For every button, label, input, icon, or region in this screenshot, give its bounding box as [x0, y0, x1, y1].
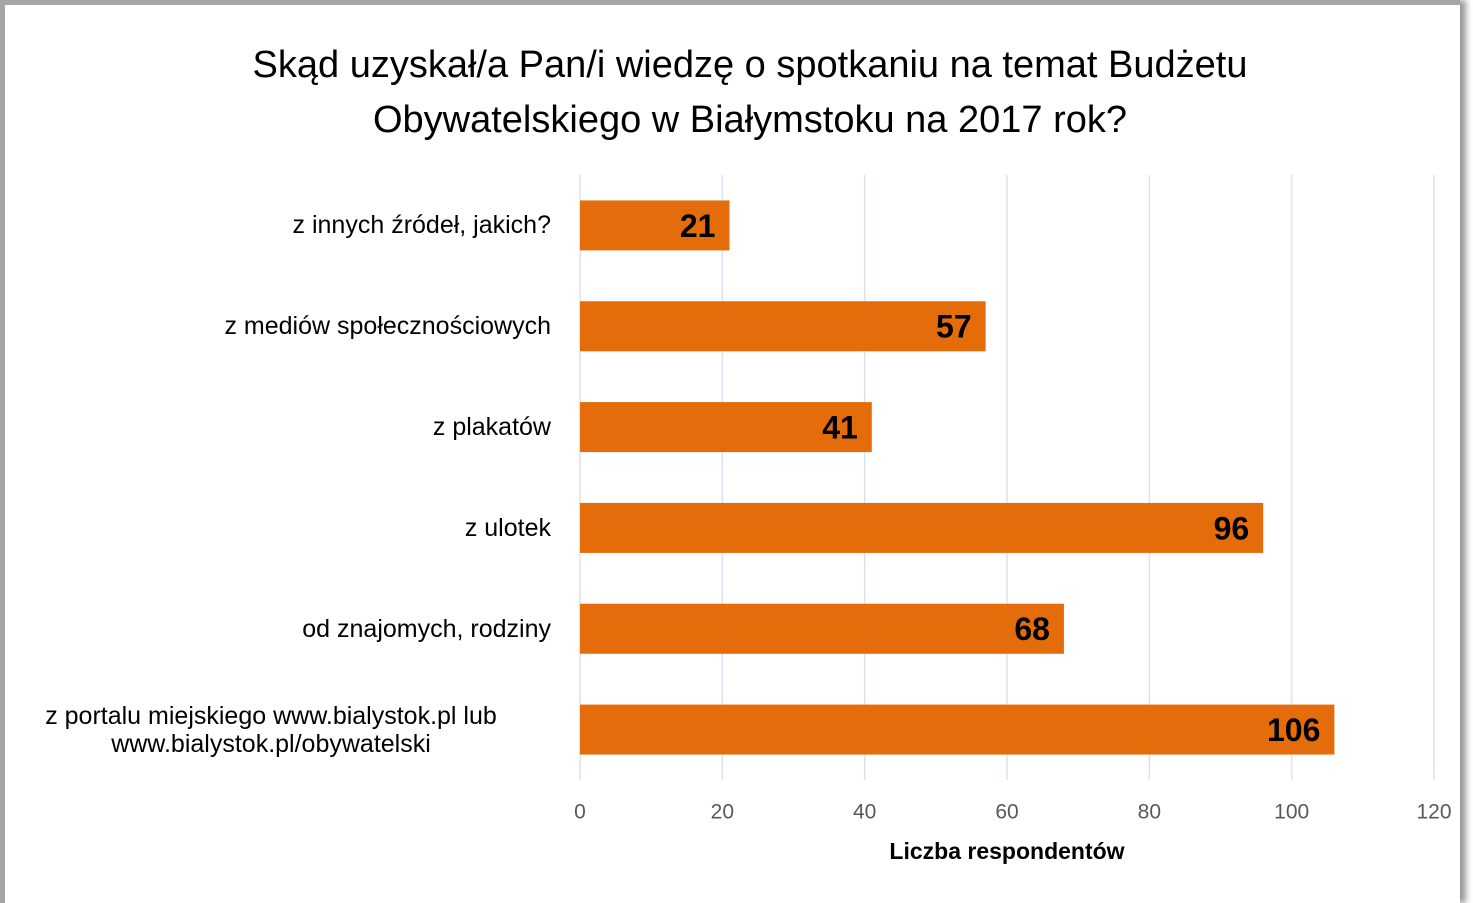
y-tick-label: z ulotek	[0, 514, 551, 542]
data-label: 21	[680, 208, 716, 244]
chart-title: Skąd uzyskał/a Pan/i wiedzę o spotkaniu …	[252, 44, 1248, 141]
data-label: 106	[1267, 712, 1320, 748]
bar	[580, 402, 872, 453]
y-tick-label: z portalu miejskiego www.bialystok.pl lu…	[0, 702, 551, 758]
x-tick-label: 100	[1274, 801, 1309, 824]
y-tick-label: od znajomych, rodziny	[0, 615, 551, 643]
y-tick-label: z mediów społecznościowych	[0, 312, 551, 340]
y-tick-text: od znajomych, rodziny	[302, 614, 551, 643]
data-label: 96	[1214, 510, 1250, 546]
data-label: 68	[1014, 611, 1050, 647]
y-tick-label: z plakatów	[0, 413, 551, 441]
data-label: 57	[936, 309, 972, 345]
y-tick-text: z plakatów	[432, 413, 551, 442]
x-tick-label: 120	[1416, 801, 1451, 824]
bar	[580, 603, 1064, 654]
bar	[580, 301, 986, 352]
x-tick-label: 80	[1138, 801, 1161, 824]
y-tick-text: z innych źródeł, jakich?	[292, 211, 551, 240]
data-label: 41	[822, 410, 858, 446]
bar	[580, 704, 1335, 755]
x-axis-label: Liczba respondentów	[889, 838, 1125, 864]
y-tick-text: z portalu miejskiego www.bialystok.pl lu…	[45, 701, 497, 758]
x-tick-label: 40	[853, 801, 876, 824]
y-tick-label: z innych źródeł, jakich?	[0, 211, 551, 239]
bar	[580, 200, 730, 251]
x-tick-label: 20	[711, 801, 734, 824]
x-tick-label: 60	[995, 801, 1018, 824]
bar	[580, 502, 1264, 553]
y-tick-text: z mediów społecznościowych	[224, 312, 551, 341]
y-tick-text: z ulotek	[464, 513, 551, 542]
x-tick-label: 0	[574, 801, 586, 824]
